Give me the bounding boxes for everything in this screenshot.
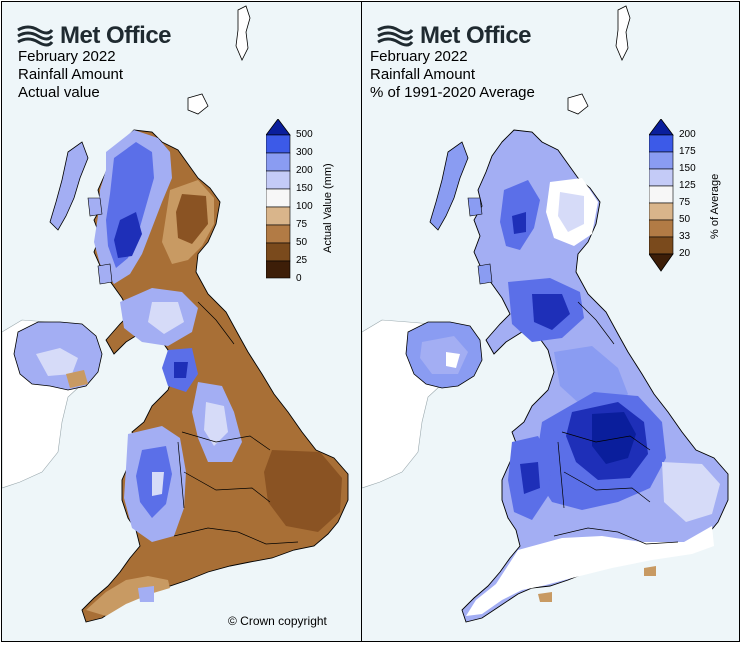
colorbar-swatches (649, 119, 674, 272)
legend-tick: 200 (679, 129, 696, 140)
legend-tick: 50 (679, 214, 691, 225)
actual-value-panel: Met Office February 2022 Rainfall Amount… (2, 2, 362, 641)
shetland-islands (235, 5, 251, 61)
legend-tick: 33 (679, 231, 691, 242)
title-line-measure: % of 1991-2020 Average (370, 84, 535, 101)
title-line-measure: Actual value (18, 84, 100, 101)
legend-tick: 20 (679, 248, 691, 259)
met-office-logo: Met Office (376, 22, 532, 50)
legend-title: Actual Value (mm) (322, 163, 334, 253)
orkney-islands (187, 93, 209, 115)
map-title: February 2022 Rainfall Amount % of 1991-… (370, 48, 535, 102)
legend-tick: 200 (296, 165, 313, 176)
legend-tick: 25 (296, 255, 308, 266)
title-line-month: February 2022 (18, 48, 116, 65)
percent-of-average-colorbar: 200 175 150 125 75 50 33 20 % of Average (649, 119, 729, 284)
outer-hebrides (49, 141, 89, 231)
shetland-islands (615, 5, 631, 61)
legend-tick: 125 (679, 180, 696, 191)
colorbar-swatches (266, 119, 291, 279)
legend-tick: 75 (679, 197, 691, 208)
copyright-notice: © Crown copyright (228, 614, 327, 628)
brand-name: Met Office (60, 22, 172, 49)
legend-tick: 150 (296, 183, 313, 194)
legend-tick: 75 (296, 219, 308, 230)
actual-value-colorbar: 500 300 200 150 100 75 50 25 0 Actual Va… (266, 119, 346, 284)
met-office-swirl-icon (377, 25, 414, 47)
legend-tick: 50 (296, 237, 308, 248)
met-office-logo: Met Office (16, 22, 172, 50)
brand-name: Met Office (420, 22, 532, 49)
percent-of-average-panel: Met Office February 2022 Rainfall Amount… (362, 2, 739, 641)
legend-tick: 150 (679, 163, 696, 174)
legend-tick: 300 (296, 147, 313, 158)
legend-tick: 0 (296, 273, 302, 284)
orkney-islands (567, 93, 589, 115)
map-title: February 2022 Rainfall Amount Actual val… (18, 48, 123, 102)
legend-title: % of Average (709, 173, 721, 239)
legend-tick: 100 (296, 201, 313, 212)
title-line-variable: Rainfall Amount (370, 66, 476, 83)
uk-rainfall-percent-map (362, 5, 729, 623)
outer-hebrides (429, 141, 469, 231)
legend-tick: 500 (296, 129, 313, 140)
met-office-swirl-icon (17, 25, 54, 47)
uk-rainfall-actual-map (2, 5, 349, 623)
title-line-month: February 2022 (370, 48, 468, 65)
legend-tick: 175 (679, 146, 696, 157)
title-line-variable: Rainfall Amount (18, 66, 124, 83)
